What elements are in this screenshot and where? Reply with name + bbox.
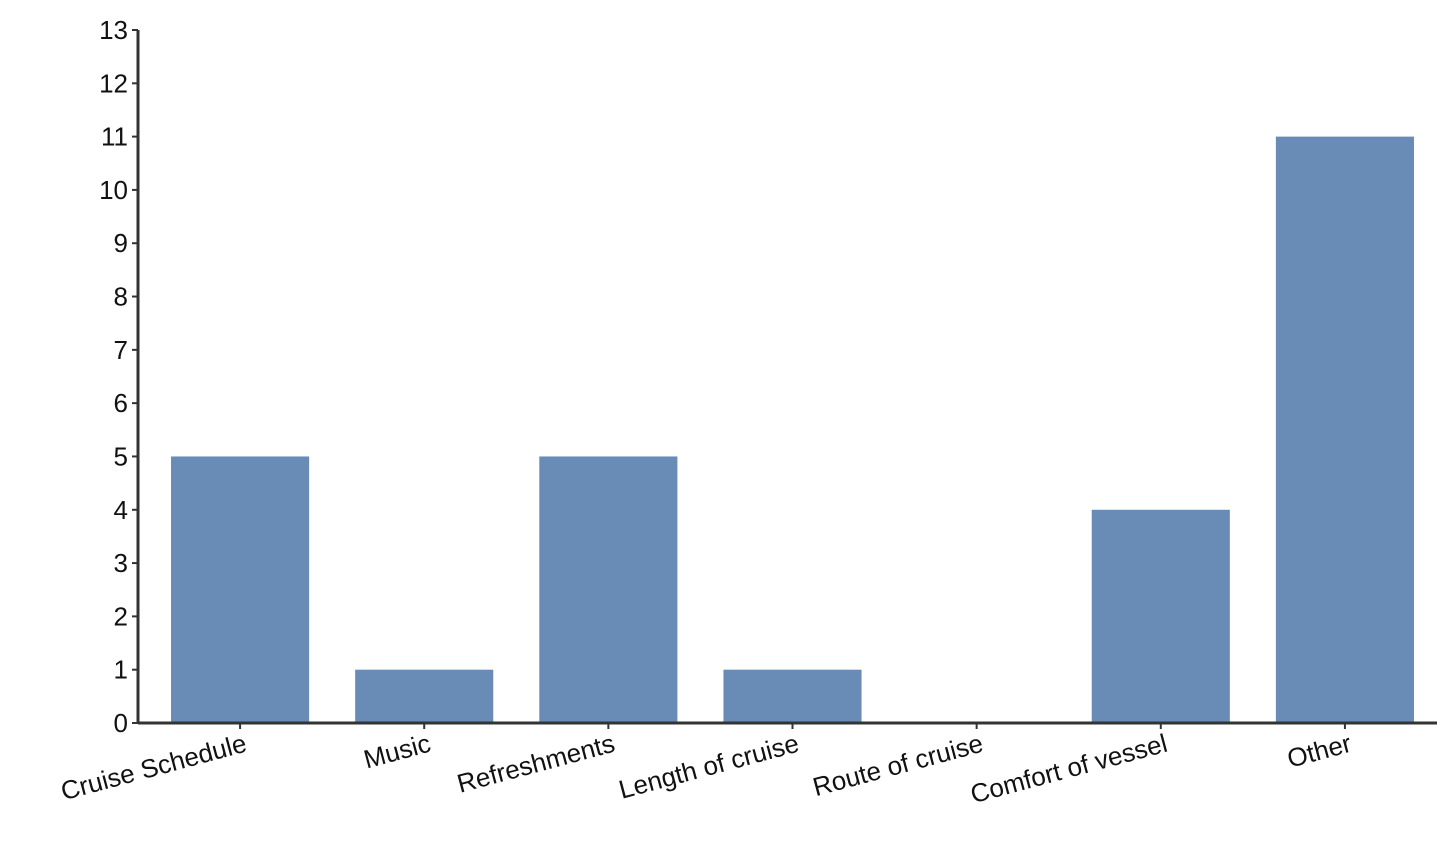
y-tick-label: 5 [114, 441, 128, 471]
y-tick-label: 1 [114, 655, 128, 685]
x-tick-label: Comfort of vessel [967, 728, 1170, 809]
y-tick-label: 4 [114, 495, 128, 525]
bar-length-of-cruise [723, 669, 862, 723]
y-tick-label: 3 [114, 548, 128, 578]
x-tick-label: Refreshments [454, 728, 618, 799]
bars [171, 136, 1414, 724]
y-tick-label: 10 [99, 175, 128, 205]
bar-music [355, 669, 494, 723]
y-tick-label: 7 [114, 335, 128, 365]
y-tick-label: 6 [114, 388, 128, 418]
y-tick-label: 11 [101, 122, 128, 152]
bar-cruise-schedule [171, 456, 310, 723]
x-tick-label: Length of cruise [616, 728, 802, 805]
y-tick-label: 13 [99, 15, 128, 45]
bar-refreshments [539, 456, 678, 723]
bar-other [1275, 136, 1414, 724]
x-tick-label: Music [360, 728, 433, 775]
x-tick-label: Cruise Schedule [58, 728, 250, 806]
x-tick-label: Other [1284, 728, 1355, 774]
y-tick-label: 12 [99, 68, 128, 98]
y-tick-label: 9 [114, 228, 128, 258]
y-tick-label: 0 [114, 708, 128, 738]
y-tick-label: 2 [114, 601, 128, 631]
y-tick-label: 8 [114, 282, 128, 312]
bar-comfort-of-vessel [1091, 509, 1230, 723]
x-tick-label: Route of cruise [810, 728, 987, 802]
